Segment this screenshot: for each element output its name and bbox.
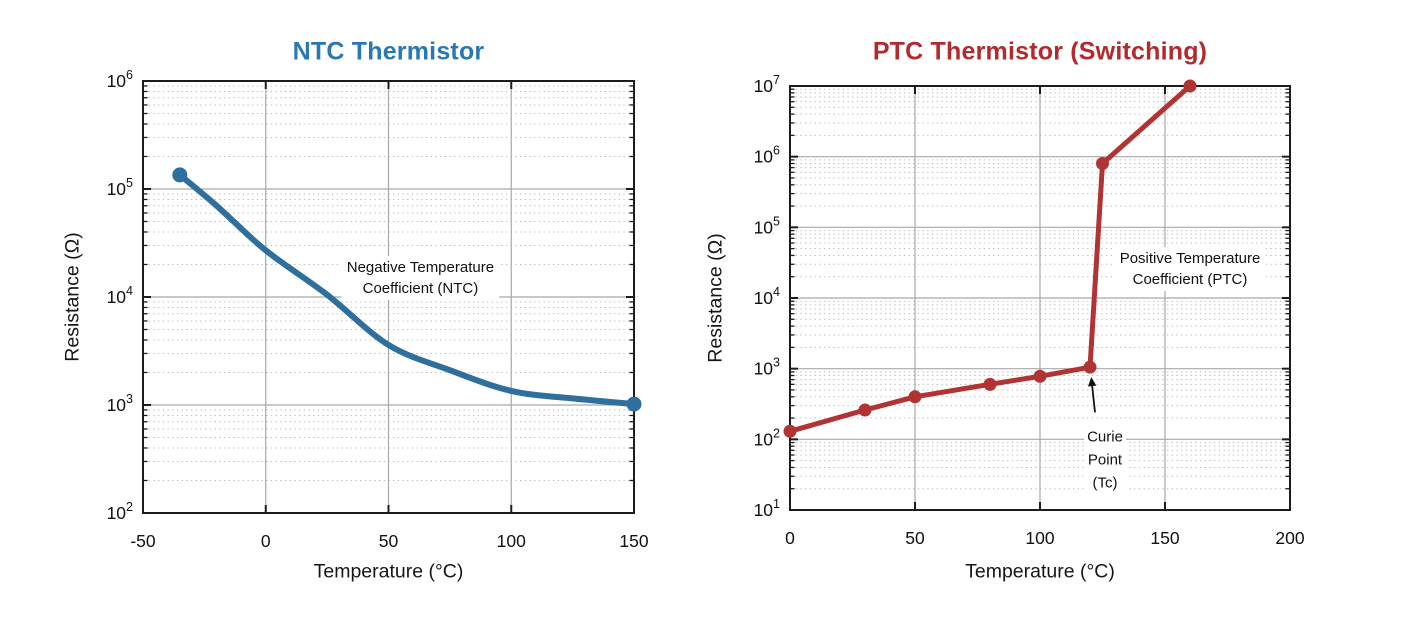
data-point-marker xyxy=(1183,79,1197,93)
y-tick-label: 104 xyxy=(107,284,133,307)
x-tick-label: 0 xyxy=(261,531,271,551)
data-point-marker xyxy=(783,424,797,438)
ptc-chart-title: PTC Thermistor (Switching) xyxy=(872,37,1208,66)
data-point-marker xyxy=(1083,360,1097,374)
x-tick-label: 100 xyxy=(1025,528,1054,548)
annotation-line: Negative Temperature xyxy=(346,258,495,276)
curie-point-annotation: Curie Point (Tc) xyxy=(1084,425,1126,495)
x-tick-label: 200 xyxy=(1275,528,1304,548)
x-tick-label: 50 xyxy=(379,531,399,551)
x-tick-label: 0 xyxy=(785,528,795,548)
x-tick-label: 150 xyxy=(1150,528,1179,548)
plot-frame-1 xyxy=(789,85,1291,511)
annotation-line: (Tc) xyxy=(1092,474,1118,492)
y-tick-label: 105 xyxy=(754,214,780,237)
ntc-y-axis-label: Resistance (Ω) xyxy=(61,232,84,362)
ptc-x-axis-label: Temperature (°C) xyxy=(965,560,1115,583)
annotation-line: Coefficient (PTC) xyxy=(1132,270,1248,288)
annotation-line: Coefficient (NTC) xyxy=(362,279,479,297)
data-point-marker xyxy=(908,390,922,404)
y-tick-label: 102 xyxy=(754,426,780,449)
data-point-marker xyxy=(1096,157,1109,171)
data-point-marker xyxy=(172,167,188,183)
y-tick-label: 106 xyxy=(107,68,133,91)
plot-frame-0 xyxy=(142,80,635,514)
annotation-line: Positive Temperature xyxy=(1119,249,1261,267)
y-tick-label: 102 xyxy=(107,500,133,523)
y-tick-label: 101 xyxy=(754,497,780,520)
x-tick-label: 100 xyxy=(497,531,526,551)
y-tick-label: 105 xyxy=(107,176,133,199)
annotation-line: Curie xyxy=(1087,428,1123,446)
ntc-chart-title: NTC Thermistor xyxy=(292,37,485,66)
grid-major-1 xyxy=(789,85,1291,511)
ntc-x-axis-label: Temperature (°C) xyxy=(313,560,464,583)
y-tick-label: 107 xyxy=(754,73,780,96)
y-tick-label: 103 xyxy=(107,392,133,415)
ptc-y-axis-label: Resistance (Ω) xyxy=(704,233,727,363)
x-tick-label: -50 xyxy=(130,531,156,551)
data-point-marker xyxy=(983,377,997,391)
annotation-line: Point xyxy=(1087,451,1123,469)
x-tick-label: 150 xyxy=(619,531,648,551)
data-point-marker xyxy=(858,403,872,417)
y-tick-label: 103 xyxy=(754,356,780,379)
y-tick-label: 106 xyxy=(754,144,780,167)
ptc-curve xyxy=(787,83,1193,434)
curie-arrow xyxy=(1088,377,1097,413)
ptc-annotation: Positive Temperature Coefficient (PTC) xyxy=(1114,246,1266,291)
x-tick-label: 50 xyxy=(905,528,925,548)
y-tick-label: 104 xyxy=(754,285,780,308)
data-point-marker xyxy=(626,396,642,412)
data-point-marker xyxy=(1033,369,1047,383)
ntc-annotation: Negative Temperature Coefficient (NTC) xyxy=(341,255,500,300)
ntc-curve xyxy=(176,171,637,408)
